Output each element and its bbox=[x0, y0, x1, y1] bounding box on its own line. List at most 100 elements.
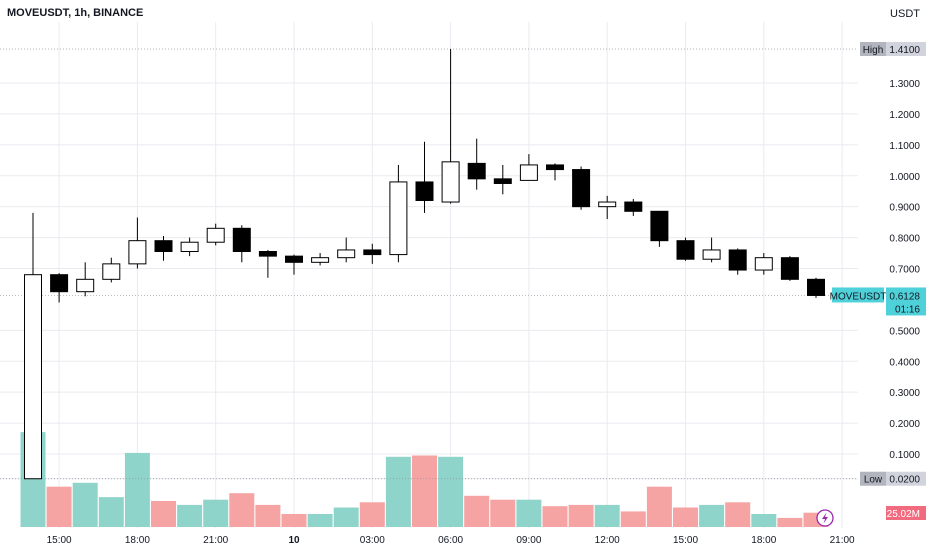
candle-body bbox=[258, 250, 277, 257]
volume-bar bbox=[203, 499, 229, 527]
candle bbox=[493, 164, 512, 195]
candle bbox=[232, 225, 251, 263]
candle bbox=[258, 249, 277, 278]
symbol-tag-label: MOVEUSDT bbox=[830, 291, 887, 302]
candle-body bbox=[467, 162, 486, 180]
x-tick-label: 18:00 bbox=[125, 535, 150, 546]
candles bbox=[24, 48, 825, 480]
candle-body bbox=[311, 257, 330, 263]
currency-label[interactable]: USDT bbox=[890, 8, 920, 20]
volume-bar bbox=[568, 504, 594, 527]
y-tick-label: 0.9000 bbox=[889, 203, 920, 214]
volume-bar bbox=[307, 514, 333, 527]
candle bbox=[285, 254, 303, 275]
candle-body bbox=[780, 257, 799, 280]
candle-body bbox=[493, 178, 512, 184]
volume-tag-bg bbox=[886, 506, 926, 520]
x-tick-label: 10 bbox=[288, 535, 300, 546]
x-tick-label: 15:00 bbox=[673, 535, 698, 546]
x-tick-label: 21:00 bbox=[830, 535, 855, 546]
candle-body bbox=[389, 181, 408, 256]
volume-bar bbox=[229, 493, 255, 527]
candle bbox=[624, 198, 643, 216]
volume-bar bbox=[777, 517, 803, 527]
candle-body bbox=[598, 201, 617, 208]
high-tag-value: 1.4100 bbox=[889, 45, 920, 56]
chart-title: MOVEUSDT, 1h, BINANCE bbox=[7, 7, 144, 19]
candle-body bbox=[180, 241, 199, 252]
volume-bar bbox=[385, 456, 411, 527]
candle bbox=[415, 141, 434, 213]
candle-body bbox=[154, 240, 173, 252]
volume-bar bbox=[177, 504, 203, 527]
candle-body bbox=[285, 255, 303, 263]
candle bbox=[311, 253, 330, 266]
x-tick-label: 09:00 bbox=[516, 535, 541, 546]
volume-bar bbox=[516, 499, 542, 527]
last-price-tag: MOVEUSDT 0.6128 01:16 bbox=[830, 287, 926, 316]
volume-bar bbox=[751, 514, 777, 527]
candle bbox=[337, 237, 356, 263]
candle bbox=[780, 256, 799, 281]
candle bbox=[572, 166, 591, 210]
candle bbox=[728, 248, 747, 275]
candle-body bbox=[519, 164, 538, 181]
y-tick-label: 1.3000 bbox=[889, 79, 920, 90]
y-tick-label: 0.3000 bbox=[889, 388, 920, 399]
candle bbox=[24, 212, 42, 480]
volume-bar bbox=[151, 501, 176, 527]
candle-body bbox=[415, 181, 434, 201]
symbol-tag-bg bbox=[832, 287, 884, 303]
x-tick-label: 06:00 bbox=[438, 535, 463, 546]
volume-bar bbox=[359, 502, 385, 527]
candle-body bbox=[24, 274, 42, 480]
y-axis: 1.3000 1.2000 1.1000 1.0000 0.9000 0.8000 0.70… bbox=[889, 79, 920, 486]
candle bbox=[807, 277, 825, 298]
volume-bar bbox=[490, 499, 516, 527]
candle bbox=[206, 223, 225, 246]
candle-body bbox=[702, 249, 721, 260]
candle-body bbox=[102, 263, 121, 280]
y-tick-label: 1.1000 bbox=[889, 141, 920, 152]
y-tick-label: 0.5000 bbox=[889, 326, 920, 337]
low-tag: Low 0.0200 bbox=[860, 471, 926, 486]
candle bbox=[754, 253, 773, 275]
volume-bar bbox=[464, 495, 490, 527]
volume-bar bbox=[594, 504, 620, 527]
candle bbox=[180, 237, 199, 257]
candle-body bbox=[807, 278, 825, 296]
y-tick-label: 0.8000 bbox=[889, 234, 920, 245]
y-tick-label: 0.2000 bbox=[889, 419, 920, 430]
x-tick-label: 03:00 bbox=[360, 535, 385, 546]
y-tick-label: 1.0000 bbox=[889, 172, 920, 183]
candle bbox=[546, 163, 564, 181]
y-tick-label: 0.7000 bbox=[889, 265, 920, 276]
candle-body bbox=[363, 249, 382, 256]
x-tick-label: 12:00 bbox=[595, 535, 620, 546]
volume-bar bbox=[72, 482, 98, 527]
candle-body bbox=[50, 274, 69, 293]
candle-body bbox=[624, 201, 643, 212]
volume-bar bbox=[281, 514, 307, 527]
candle-body bbox=[337, 249, 356, 259]
candle bbox=[676, 237, 695, 261]
countdown-value: 01:16 bbox=[895, 304, 920, 315]
volume-bar bbox=[46, 486, 72, 527]
price-tag-bg bbox=[886, 287, 926, 316]
low-tag-label: Low bbox=[864, 475, 883, 486]
volume-bar bbox=[620, 511, 646, 527]
candle-body bbox=[754, 257, 773, 271]
grid bbox=[0, 22, 858, 528]
x-tick-label: 21:00 bbox=[203, 535, 228, 546]
volume-bar bbox=[699, 504, 725, 527]
y-tick-label: 1.2000 bbox=[889, 110, 920, 121]
high-tag-bg bbox=[860, 41, 886, 56]
lightning-icon-bolt bbox=[822, 512, 828, 524]
lightning-icon bbox=[816, 509, 834, 527]
candle bbox=[154, 236, 173, 261]
candle bbox=[598, 195, 617, 220]
volume-bar bbox=[124, 452, 150, 527]
volume-bar bbox=[725, 502, 751, 527]
volume-bar bbox=[646, 486, 672, 527]
